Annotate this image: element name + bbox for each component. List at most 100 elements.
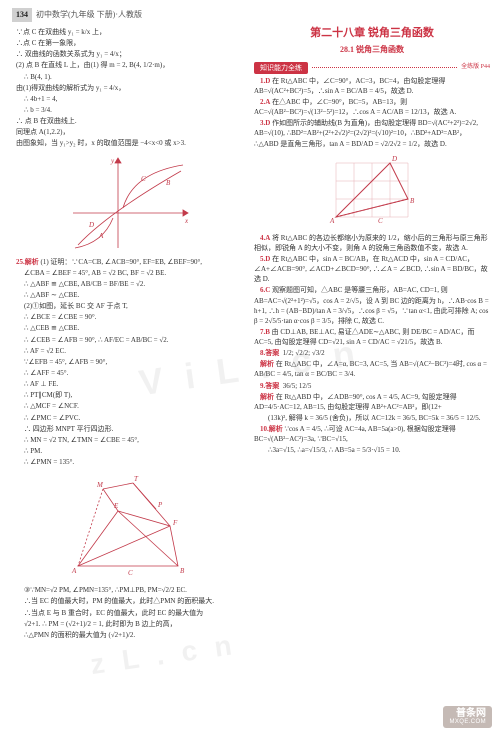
knowledge-header: 知识能力全练 全练版 P44 bbox=[254, 62, 490, 74]
answer-line: 9.答案 36/5; 12/5 bbox=[254, 381, 490, 391]
question-label: 25.解析 (1) 证明：∵CA=CB, ∠ACB=90°, EF=EB, ∠B… bbox=[10, 257, 246, 267]
hint-label: 解析 bbox=[260, 360, 274, 368]
body-line: ∴当 EC 的值最大时，PM 的值最大，此时△PMN 的面积最大. bbox=[18, 596, 246, 606]
body-line: ∴ ∠AFF = 45°. bbox=[18, 368, 246, 378]
body-line: ∴ PM. bbox=[18, 446, 246, 456]
body-line: ∴3a=√15, ∴a=√15/3, ∴ AB=5a = 5/3·√15 = 1… bbox=[262, 445, 490, 455]
body-line: ∴ b = 3/4. bbox=[18, 105, 246, 115]
body-line: ③∵MN=√2 PM, ∠PMN=135°, ∴PM⊥PB, PM=√2/2 E… bbox=[18, 585, 246, 595]
axis-label-x: x bbox=[184, 217, 189, 225]
body-line: ∴点 C 在第一象限， bbox=[10, 38, 246, 48]
q-label: 9.答案 bbox=[260, 382, 279, 390]
body-line: 由(1)得双曲线的解析式为 y₁ = 4/x， bbox=[10, 83, 246, 93]
body-line: ∴当点 E 与 B 重合时，EC 的值最大，此时 EC 的最大值为 bbox=[18, 608, 246, 618]
body-line: (1) 证明：∵CA=CB, ∠ACB=90°, EF=EB, ∠BEF=90°… bbox=[41, 258, 203, 266]
answer-line: 7.B 由 CD⊥AB, BE⊥AC, 易证△ADE∼△ABC, 则 DE/BC… bbox=[254, 327, 490, 347]
body-line: ∴△PMN 的面积的最大值为 (√2+1)/2. bbox=[18, 630, 246, 640]
answer-line: 8.答案 1/2; √2/2; √3/2 bbox=[254, 348, 490, 358]
body-line: ∴ PT∥CM(即 T), bbox=[18, 390, 246, 400]
answer-line: 3.D 作如图所示的辅助线(B 为直角)，由勾股定理得 BD=√(AC²+2²)… bbox=[254, 118, 490, 148]
section-title: 28.1 锐角三角函数 bbox=[254, 44, 490, 56]
body-line: ∴ MN = √2 TN, ∠TMN = ∠CBE = 45°, bbox=[18, 435, 246, 445]
point-label: C bbox=[128, 569, 133, 577]
body-line: 由图象知，当 y₁>y₂ 时，x 的取值范围是 −4<x<0 或 x>3. bbox=[10, 138, 246, 148]
answer-line: 6.C 观察题图可知，△ABC 是等腰三角形，AB=AC, CD=1, 则 AB… bbox=[254, 285, 490, 326]
page-number: 134 初中数学(九年级 下册)·人教版 bbox=[12, 8, 142, 22]
knowledge-header-label: 知识能力全练 bbox=[254, 62, 308, 74]
left-column: ∵点 C 在双曲线 y₁ = k/x 上， ∴点 C 在第一象限， ∴ 双曲线的… bbox=[10, 26, 246, 726]
brand-name: 普条网 bbox=[449, 708, 486, 720]
body-line: ∴ △CEB ≌ △CBE. bbox=[18, 323, 246, 333]
body-line: 将 Rt△ABC 的各边长都缩小为原来的 1/2，缩小后的三角形与原三角形相似，… bbox=[254, 234, 488, 252]
chapter-title: 第二十八章 锐角三角函数 bbox=[254, 26, 490, 42]
point-label: D bbox=[391, 155, 397, 163]
point-label: T bbox=[134, 475, 139, 483]
body-line: ∴ 双曲线的函数关系式为 y₁ = 4/x； bbox=[10, 49, 246, 59]
body-line: ∴ ∠BCE = ∠CBE = 90°. bbox=[18, 312, 246, 322]
body-line: ∴ AF ⊥ FE. bbox=[18, 379, 246, 389]
two-column-layout: ∵点 C 在双曲线 y₁ = k/x 上， ∴点 C 在第一象限， ∴ 双曲线的… bbox=[10, 26, 490, 726]
body-line: ∴ ∠CEB = ∠AFB = 90°, ∴ AF/EC = AB/BC = √… bbox=[18, 335, 246, 345]
hint-line: 解析 在 Rt△ABD 中，∠ADB=90°, cos A = 4/5, AC=… bbox=[254, 392, 490, 412]
point-label: A bbox=[71, 567, 77, 575]
point-label: D bbox=[88, 221, 94, 229]
q-label: 7.B bbox=[260, 328, 270, 336]
q-label: 3.D bbox=[260, 119, 270, 127]
point-label: C bbox=[378, 217, 383, 225]
page-number-badge: 134 bbox=[12, 8, 32, 22]
answer-line: 10.解析 ∵cos A = 4/5, ∴可设 AC=4a, AB=5a(a>0… bbox=[254, 424, 490, 444]
body-line: (2) 点 B 在直线 L 上，由(1) 得 m = 2, B(4, 1/2·m… bbox=[10, 60, 246, 70]
body-line: 作如图所示的辅助线(B 为直角)，由勾股定理得 BD=√(AC²+2²)=2√2… bbox=[254, 119, 478, 147]
figure-hyperbola: x y C B D A bbox=[63, 153, 193, 253]
body-line: 在 Rt△ABC 中，sin A = BC/AB，在 Rt△ACD 中，sin … bbox=[254, 255, 488, 283]
dotted-rule bbox=[312, 67, 457, 68]
brand-url: MXQE.COM bbox=[449, 719, 486, 726]
q-label: 2.A bbox=[260, 98, 270, 106]
point-label: E bbox=[113, 502, 119, 510]
q-label: 1.D bbox=[260, 77, 270, 85]
body-line: ∴ B(4, 1). bbox=[18, 72, 246, 82]
answer-line: 1.D 在 Rt△ABC 中，∠C=90°，AC=3，BC=4，由勾股定理得 A… bbox=[254, 76, 490, 96]
brand-badge: 普条网 MXQE.COM bbox=[443, 706, 492, 728]
point-label: B bbox=[410, 197, 415, 205]
point-label: C bbox=[141, 175, 146, 183]
point-label: F bbox=[172, 519, 178, 527]
body-line: ∠CBA = ∠BEF = 45°, AB = √2 BC, BF = √2 B… bbox=[18, 268, 246, 278]
body-line: ∵点 C 在双曲线 y₁ = k/x 上， bbox=[10, 27, 246, 37]
hint-label: 解析 bbox=[260, 393, 274, 401]
q25-label: 25.解析 bbox=[16, 258, 39, 266]
body-line: ∴ △ABF ∼ △CBE. bbox=[18, 290, 246, 300]
knowledge-page-ref: 全练版 P44 bbox=[461, 63, 490, 72]
body-line: 同理点 A(1,2.2)， bbox=[10, 127, 246, 137]
answer-values: 36/5; 12/5 bbox=[283, 382, 312, 390]
axis-label-y: y bbox=[110, 157, 115, 165]
body-line: ∴ 4b+1 = 4, bbox=[18, 94, 246, 104]
answer-line: 4.A 将 Rt△ABC 的各边长都缩小为原来的 1/2，缩小后的三角形与原三角… bbox=[254, 233, 490, 253]
body-line: ∵cos A = 4/5, ∴可设 AC=4a, AB=5a(a>0), 根据勾… bbox=[254, 425, 456, 443]
body-line: ∴ ∠PMC = ∠PVC. bbox=[18, 413, 246, 423]
q-label: 10.解析 bbox=[260, 425, 283, 433]
q-label: 4.A bbox=[260, 234, 270, 242]
answer-values: 1/2; √2/2; √3/2 bbox=[283, 349, 325, 357]
body-line: 观察题图可知，△ABC 是等腰三角形，AB=AC, CD=1, 则 AB=AC=… bbox=[254, 286, 489, 324]
body-line: √2+1. ∴ PM = (√2+1)/2 = 1, 此时即为 B 边上的高， bbox=[18, 619, 246, 629]
body-line: ∴ △MCF = ∠NCF. bbox=[18, 401, 246, 411]
right-column: 第二十八章 锐角三角函数 28.1 锐角三角函数 知识能力全练 全练版 P44 … bbox=[254, 26, 490, 726]
body-line: 在 Rt△ABD 中，∠ADB=90°, cos A = 4/5, AC=9, … bbox=[254, 393, 457, 411]
q-label: 8.答案 bbox=[260, 349, 279, 357]
body-line: ∴ AF = √2 EC. bbox=[18, 346, 246, 356]
page-header-text: 初中数学(九年级 下册)·人教版 bbox=[36, 10, 142, 19]
body-line: 在 Rt△ABC 中，∠A=α, BC=3, AC=5, 当 AB=√(AC²−… bbox=[254, 360, 487, 378]
point-label: A bbox=[98, 232, 104, 240]
body-line: 在△ABC 中，∠C=90°，BC=5，AB=13，则 AC=√(AB²−BC²… bbox=[254, 98, 456, 116]
body-line: ∴ 四边形 MNPT 平行四边形. bbox=[18, 424, 246, 434]
point-label: B bbox=[180, 567, 185, 575]
body-line: 由 CD⊥AB, BE⊥AC, 易证△ADE∼△ABC, 则 DE/BC = A… bbox=[254, 328, 474, 346]
body-line: (13k)², 解得 k = 36/5 (舍负)，所以 AC=12k = 36/… bbox=[262, 413, 490, 423]
point-label: B bbox=[166, 179, 171, 187]
answer-line: 5.D 在 Rt△ABC 中，sin A = BC/AB，在 Rt△ACD 中，… bbox=[254, 254, 490, 284]
body-line: 在 Rt△ABC 中，∠C=90°，AC=3，BC=4，由勾股定理得 AB=√(… bbox=[254, 77, 445, 95]
figure-grid-triangle: A B C D bbox=[326, 153, 418, 229]
q-label: 6.C bbox=[260, 286, 270, 294]
body-line: ∴ ∠PMN = 135°. bbox=[18, 457, 246, 467]
